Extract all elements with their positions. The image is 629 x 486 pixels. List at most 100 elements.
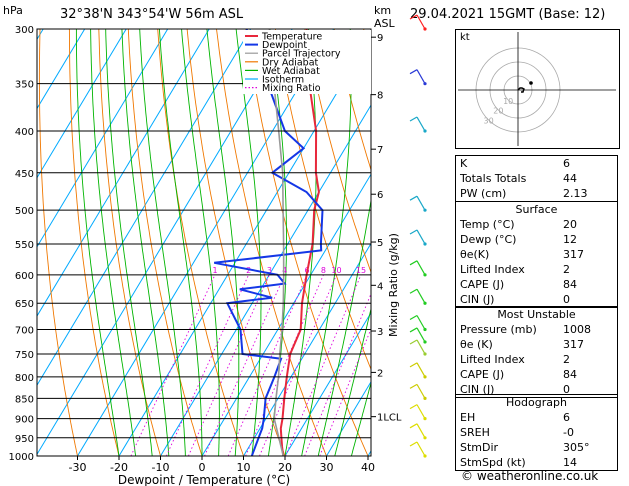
- mixing-ratio-line: [227, 274, 308, 456]
- wind-barb: [409, 195, 427, 212]
- height-ref-label: ASL: [374, 17, 395, 30]
- isotherm-line: [37, 29, 127, 179]
- legend-background: [243, 30, 371, 94]
- hodo-label: StmSpd (kt): [455, 455, 559, 471]
- pressure-tick-label: 800: [15, 373, 34, 384]
- legend-label: Wet Adiabat: [262, 66, 320, 77]
- wind-barb: [409, 229, 427, 246]
- wind-barb-staff: [416, 362, 426, 378]
- hodo-label: EH: [455, 410, 559, 425]
- wind-barb: [409, 441, 427, 458]
- wind-barb-staff: [416, 315, 426, 330]
- isotherm-line: [77, 29, 335, 456]
- mixing-ratio-label: 1: [212, 266, 217, 275]
- hodo-label: StmDir: [455, 440, 559, 455]
- wind-barb-staff: [416, 327, 426, 343]
- surface-label: Dewp (°C): [455, 232, 559, 247]
- km-tick-label: 5: [377, 238, 383, 249]
- mixing-ratio-label: 3: [267, 266, 272, 275]
- km-tick-label: 9: [377, 33, 383, 44]
- legend-label: Mixing Ratio: [262, 83, 321, 94]
- wind-barb-staff: [416, 195, 426, 211]
- index-label: K: [455, 155, 559, 171]
- mu-value: 317: [559, 337, 618, 352]
- mixing-ratio-label: 15: [356, 266, 366, 275]
- mixing-ratio-line: [259, 274, 337, 456]
- surface-label: Temp (°C): [455, 217, 559, 232]
- mixing-ratio-label: 4: [282, 266, 287, 275]
- wind-barb-feather: [409, 314, 418, 321]
- wind-barb-staff: [416, 423, 426, 439]
- legend-label: Parcel Trajectory: [262, 49, 341, 60]
- wind-barb-feather: [409, 14, 418, 20]
- hodograph-ring-label: 10: [503, 97, 513, 106]
- isotherm-line: [37, 29, 293, 456]
- wind-barb: [409, 327, 427, 344]
- hodograph-title: Hodograph: [455, 394, 618, 410]
- hodo-value: -0: [559, 425, 618, 440]
- wind-barb-dot: [423, 417, 427, 421]
- wind-barb-dot: [423, 273, 427, 277]
- mixing-ratio-axis-label: Mixing Ratio (g/kg): [387, 233, 400, 337]
- wind-barb-staff: [416, 404, 426, 419]
- parcel-trajectory-profile: [268, 29, 285, 456]
- wind-barb-feather: [409, 288, 418, 294]
- mixing-ratio-line: [204, 274, 286, 456]
- x-tick-label: 0: [199, 461, 206, 474]
- km-tick-label: 4: [377, 281, 383, 292]
- wind-barb-dot: [423, 301, 427, 305]
- datetime-title: 29.04.2021 15GMT (Base: 12): [410, 7, 606, 22]
- x-tick-label: 30: [320, 461, 334, 474]
- x-tick-label: 40: [361, 461, 375, 474]
- wind-barb-feather: [409, 362, 418, 368]
- hodograph-ring-label: 30: [484, 116, 494, 125]
- hodo-value: 305°: [559, 440, 618, 455]
- dry-adiabat-line: [38, 29, 78, 456]
- wind-barb: [409, 404, 427, 421]
- mu-value: 84: [559, 367, 618, 382]
- wind-barb-dot: [423, 340, 427, 344]
- mu-label: θe (K): [455, 337, 559, 352]
- wind-barb-staff: [416, 14, 426, 30]
- x-tick-label: 20: [278, 461, 292, 474]
- wind-barb-dot: [423, 327, 427, 332]
- wind-barb-feather: [409, 195, 418, 201]
- x-axis-label: Dewpoint / Temperature (°C): [118, 473, 290, 486]
- mixing-ratio-label: 8: [321, 266, 326, 275]
- wet-adiabat-line: [334, 306, 371, 456]
- wind-barb-feather: [409, 383, 418, 389]
- pressure-tick-label: 550: [15, 240, 34, 251]
- hodo-label: SREH: [455, 425, 559, 440]
- pressure-tick-label: 700: [15, 326, 34, 337]
- pressure-tick-label: 500: [15, 206, 34, 217]
- hodo-value: 6: [559, 410, 618, 425]
- wind-barb-feather: [409, 404, 418, 410]
- x-tick-label: -30: [69, 461, 87, 474]
- index-value: 2.13: [559, 186, 618, 202]
- wind-barb-staff: [416, 69, 426, 84]
- km-tick-label: 8: [377, 91, 383, 102]
- mu-label: Pressure (mb): [455, 322, 559, 337]
- pressure-tick-label: 1000: [9, 452, 34, 463]
- x-tick-label: 10: [237, 461, 251, 474]
- surface-value: 12: [559, 232, 618, 247]
- wind-barb-dot: [423, 396, 427, 400]
- pressure-tick-label: 600: [15, 271, 34, 282]
- surface-title: Surface: [455, 201, 618, 217]
- dry-adiabat-line: [333, 29, 371, 172]
- plot-area: 1 2 3 4 6 8 10 15 20 25: [37, 29, 371, 456]
- pressure-tick-label: 450: [15, 169, 34, 180]
- surface-value: 2: [559, 262, 618, 277]
- surface-value: 84: [559, 277, 618, 292]
- wind-barb: [409, 260, 427, 277]
- legend-label: Temperature: [261, 32, 322, 43]
- wind-barb: [409, 362, 427, 379]
- wind-barb: [409, 314, 427, 332]
- pressure-tick-label: 400: [15, 127, 34, 138]
- wind-barb-feather: [409, 260, 418, 266]
- x-tick-label: -10: [152, 461, 170, 474]
- wind-barb-dot: [423, 375, 427, 379]
- dry-adiabat-line: [304, 29, 371, 274]
